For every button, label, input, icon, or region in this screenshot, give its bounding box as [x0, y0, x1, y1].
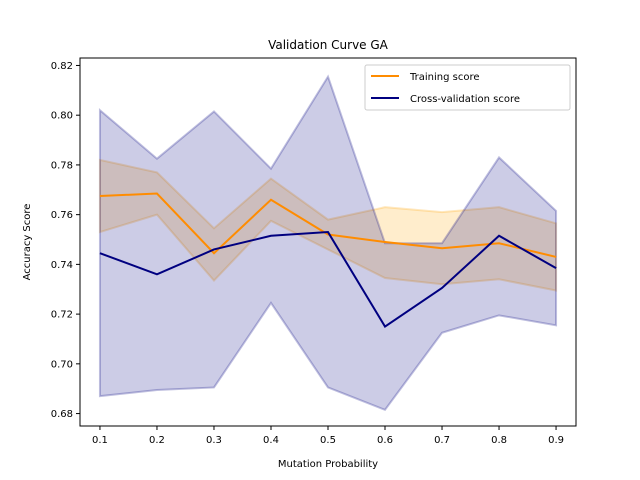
x-axis-label: Mutation Probability: [278, 459, 378, 470]
y-tick-label: 0.74: [51, 260, 73, 271]
x-tick-label: 0.7: [434, 435, 450, 446]
x-tick-label: 0.8: [491, 435, 507, 446]
x-tick-label: 0.9: [548, 435, 564, 446]
x-tick-label: 0.2: [149, 435, 165, 446]
x-tick-label: 0.1: [92, 435, 108, 446]
legend: Training score Cross-validation score: [364, 64, 571, 111]
legend-label-cross-validation-score: Cross-validation score: [410, 94, 520, 105]
y-tick-label: 0.72: [51, 310, 73, 321]
cross-validation-score-band: [98, 74, 558, 412]
confidence-bands: [98, 74, 558, 412]
y-tick-label: 0.78: [51, 160, 73, 171]
x-tick-label: 0.5: [320, 435, 336, 446]
training-score-line: [99, 192, 557, 258]
y-tick-label: 0.76: [51, 210, 73, 221]
x-tick-label: 0.3: [206, 435, 222, 446]
y-tick-label: 0.68: [51, 409, 73, 420]
x-tick-label: 0.6: [377, 435, 393, 446]
chart-title: Validation Curve GA: [268, 38, 389, 52]
y-tick-label: 0.82: [51, 61, 73, 72]
y-tick-label: 0.70: [51, 359, 73, 370]
legend-box: [364, 64, 571, 111]
training-score-band: [98, 158, 558, 292]
cross-validation-score-line: [99, 231, 557, 328]
y-axis-label: Accuracy Score: [22, 204, 33, 281]
y-tick-label: 0.80: [51, 111, 73, 122]
x-tick-label: 0.4: [263, 435, 279, 446]
x-axis: 0.1 0.2 0.3 0.4 0.5 0.6 0.7 0.8 0.9: [92, 426, 564, 446]
series-lines: [99, 192, 557, 328]
y-axis: 0.68 0.70 0.72 0.74 0.76 0.78 0.80 0.82: [51, 61, 80, 420]
legend-label-training-score: Training score: [409, 72, 480, 83]
